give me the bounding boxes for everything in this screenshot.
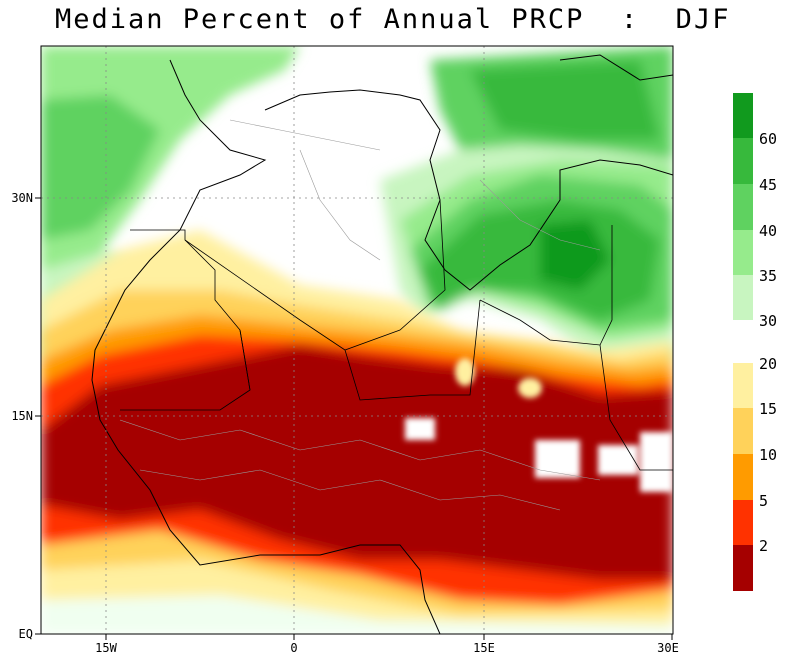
coastline-west-africa (91, 59, 441, 634)
colorbar-upper (733, 93, 753, 320)
cb-swatch-gold (733, 408, 753, 454)
white-patch-3 (598, 445, 638, 475)
cb-label: 5 (759, 492, 768, 510)
admin-4 (229, 119, 381, 151)
cb-swatch-green2 (733, 184, 753, 230)
cb-label: 35 (759, 267, 777, 285)
cb-label: 45 (759, 176, 777, 194)
cb-swatch-green3 (733, 138, 753, 184)
border-chad (479, 225, 613, 346)
y-tick-label: 30N (11, 191, 33, 205)
white-patch-6 (455, 358, 475, 386)
cb-swatch-paleyellow (733, 363, 753, 408)
cb-label: 30 (759, 312, 777, 330)
admin-borders (119, 119, 601, 511)
cb-label: 60 (759, 130, 777, 148)
cb-label: 20 (759, 355, 777, 373)
white-patch-4 (640, 432, 673, 492)
map-title: Median Percent of Annual PRCP : DJF (55, 4, 731, 35)
y-axis-labels: EQ 15N 30N (11, 191, 33, 641)
green-darkest (540, 220, 610, 290)
map-field (41, 46, 673, 634)
white-patch-2 (535, 440, 580, 478)
border-mali (120, 329, 251, 411)
green-mediterranean-dark (470, 60, 660, 140)
map-frame (40, 45, 674, 635)
x-tick-label: 15W (95, 641, 117, 655)
colorbar-labels: 60 45 40 35 30 20 15 10 5 2 (759, 130, 777, 555)
cb-label: 15 (759, 400, 777, 418)
coastline-mediterranean (264, 89, 673, 291)
border-algeria (184, 199, 446, 351)
x-tick-label: 0 (290, 641, 297, 655)
x-axis-labels: 15W 0 15E 30E (95, 641, 679, 655)
darkred-core (41, 345, 673, 580)
cb-swatch-darkgreen (733, 93, 753, 138)
admin-3 (299, 149, 381, 261)
admin-5 (479, 179, 601, 251)
colorbar: 60 45 40 35 30 20 15 10 5 2 (733, 93, 777, 591)
cb-label: 40 (759, 222, 777, 240)
south-palegreen (41, 595, 673, 634)
admin-2 (139, 469, 561, 511)
cb-label: 10 (759, 446, 777, 464)
y-tick-label: EQ (19, 627, 33, 641)
country-borders (120, 199, 673, 471)
cb-swatch-orange (733, 454, 753, 500)
green-zones (41, 46, 673, 360)
border-sudan (599, 344, 673, 471)
border-niger (344, 299, 481, 401)
coastline-east-med (559, 54, 673, 81)
y-tick-label: 15N (11, 409, 33, 423)
cb-swatch-green1 (733, 230, 753, 275)
green-atlantic-north-dark (41, 95, 160, 240)
white-patch-5 (518, 378, 542, 398)
x-tick-label: 30E (657, 641, 679, 655)
coastlines (91, 54, 673, 634)
x-tick-label: 15E (473, 641, 495, 655)
tick-marks (35, 197, 673, 640)
white-patch-1 (405, 418, 435, 440)
cb-label: 2 (759, 537, 768, 555)
grid-lines (41, 46, 673, 634)
cb-swatch-darkred (733, 545, 753, 591)
cb-swatch-red (733, 500, 753, 545)
white-patches (405, 358, 673, 492)
cb-swatch-lightgreen (733, 275, 753, 320)
admin-1 (119, 419, 601, 481)
dry-zones (41, 230, 673, 634)
colorbar-lower (733, 363, 753, 591)
